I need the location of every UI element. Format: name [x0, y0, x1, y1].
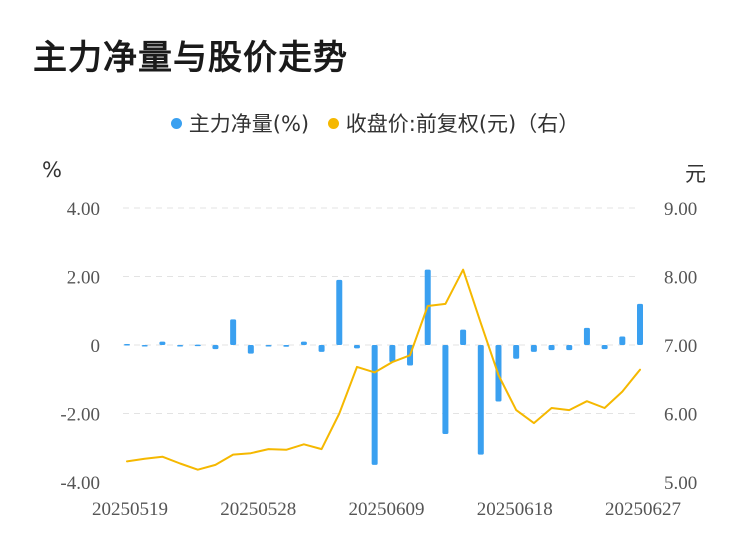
right-axis-unit: 元 [685, 162, 706, 186]
net-volume-bar [477, 345, 484, 455]
left-axis-tick-label: 0 [91, 336, 101, 357]
net-volume-bar [619, 336, 626, 345]
net-volume-bar [371, 345, 378, 465]
net-volume-bar [177, 345, 184, 347]
net-volume-bar [530, 345, 537, 352]
right-axis-tick-label: 8.00 [664, 268, 697, 289]
x-axis-tick-label: 20250609 [349, 499, 425, 520]
x-axis-tick-label: 20250528 [220, 499, 296, 520]
left-axis-unit: % [42, 158, 62, 182]
net-volume-bar [124, 343, 130, 346]
net-volume-bar [460, 329, 467, 345]
net-volume-bar [353, 345, 360, 349]
legend-item-net-volume[interactable]: 主力净量(%) [170, 108, 310, 138]
net-volume-bar [141, 345, 148, 347]
net-volume-bar [194, 344, 201, 347]
left-axis-tick-label: -4.00 [60, 473, 100, 494]
net-volume-bar [318, 345, 325, 352]
net-volume-bar [336, 279, 343, 345]
left-axis-tick-label: 2.00 [67, 268, 100, 289]
right-axis-tick-label: 7.00 [664, 336, 697, 357]
net-volume-bar [283, 345, 290, 347]
net-volume-bar [601, 345, 608, 350]
net-volume-bar [583, 327, 590, 345]
x-axis-tick-label: 20250618 [477, 499, 553, 520]
net-volume-bar [159, 341, 166, 345]
net-volume-bar [548, 345, 555, 351]
net-volume-bar [265, 345, 272, 347]
net-volume-bar [442, 345, 449, 435]
net-volume-bar [389, 345, 396, 363]
net-volume-bar [637, 303, 643, 345]
net-volume-bar [212, 345, 219, 350]
legend-label-net-volume: 主力净量(%) [188, 112, 310, 136]
legend-label-close-price: 收盘价:前复权(元)（右） [345, 112, 580, 136]
legend-dot-blue-icon [170, 117, 182, 129]
legend-dot-yellow-icon [327, 117, 339, 129]
chart-legend: 主力净量(%) 收盘价:前复权(元)（右） [0, 108, 750, 138]
chart-title: 主力净量与股价走势 [33, 38, 348, 78]
net-volume-bar [513, 345, 520, 359]
right-axis-tick-label: 6.00 [664, 405, 697, 426]
net-volume-bar [230, 319, 237, 345]
right-axis-tick-label: 9.00 [664, 199, 697, 220]
right-axis-tick-label: 5.00 [664, 473, 697, 494]
legend-item-close-price[interactable]: 收盘价:前复权(元)（右） [327, 108, 580, 138]
net-volume-bar [300, 341, 307, 345]
close-price-line [126, 268, 641, 471]
left-axis-tick-label: -2.00 [60, 405, 100, 426]
net-volume-bar [566, 345, 573, 351]
x-axis-tick-label: 20250519 [92, 499, 168, 520]
left-axis-tick-label: 4.00 [67, 199, 100, 220]
x-axis-tick-label: 20250627 [605, 499, 681, 520]
net-volume-bar [247, 345, 254, 354]
